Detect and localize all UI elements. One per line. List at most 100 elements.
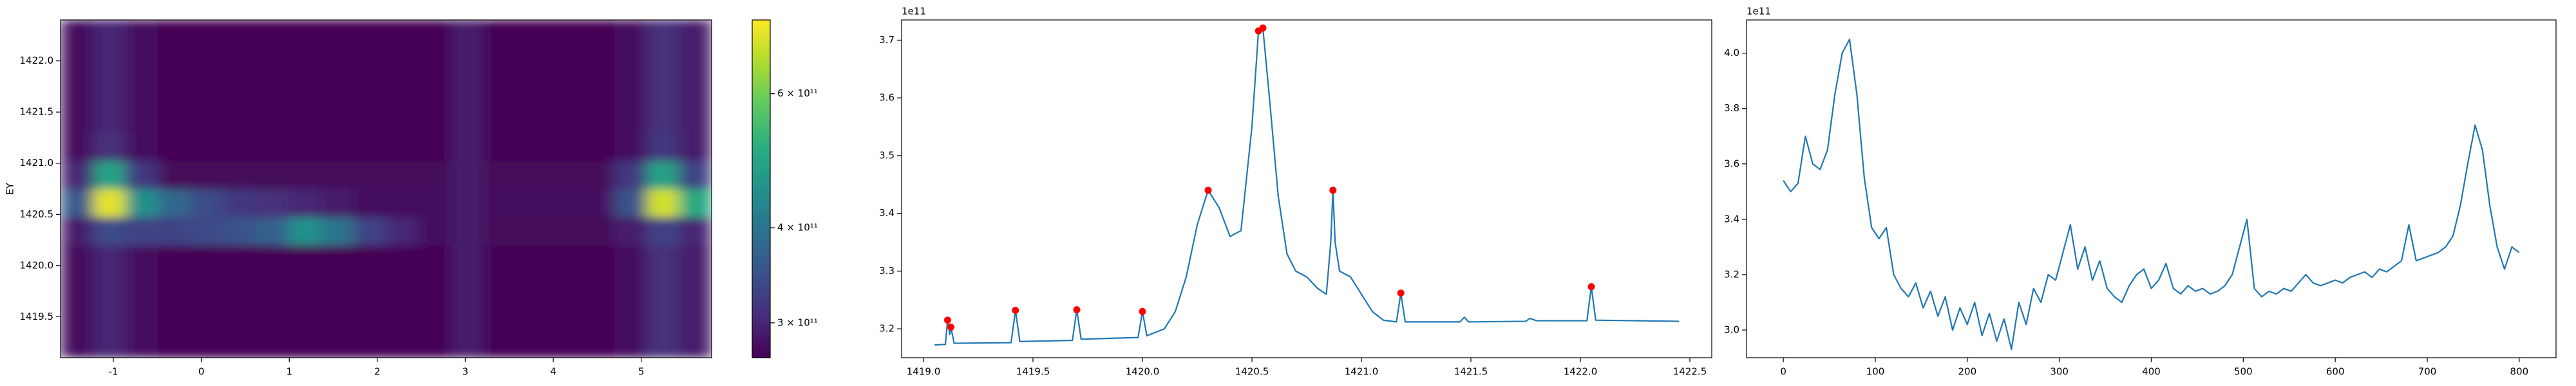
heatmap-cell <box>353 76 386 105</box>
colorbar-segment <box>752 299 770 302</box>
heatmap-cell <box>679 188 712 217</box>
y-tick-label: 1420.0 <box>20 259 54 271</box>
colorbar-segment <box>752 329 770 333</box>
colorbar-segment <box>752 203 770 207</box>
heatmap-cell <box>484 329 517 358</box>
heatmap-cell <box>451 76 484 105</box>
heatmap-cell <box>549 273 582 302</box>
heatmap-cell <box>353 20 386 49</box>
heatmap-cell <box>256 160 289 189</box>
x-tick-label: 5 <box>638 366 645 378</box>
colorbar-segment <box>752 318 770 322</box>
heatmap-cell <box>484 273 517 302</box>
heatmap-cell <box>256 133 289 161</box>
x-tick-label: 500 <box>2234 366 2253 378</box>
heatmap-cell <box>419 273 452 302</box>
heatmap-cell <box>451 188 484 217</box>
colorbar-segment <box>752 174 770 178</box>
heatmap-cell <box>126 188 159 217</box>
heatmap-cell <box>191 329 224 358</box>
heatmap-cell <box>158 329 191 358</box>
heatmap-cell <box>288 104 321 133</box>
heatmap-cell <box>321 48 354 77</box>
heatmap-cell <box>93 245 126 274</box>
peak-marker <box>1073 306 1081 314</box>
colorbar-segment <box>752 268 770 271</box>
peak-marker <box>1204 187 1212 194</box>
colorbar-segment <box>752 228 770 232</box>
heatmap-cell <box>614 245 647 274</box>
heatmap-cell <box>646 160 679 189</box>
colorbar-segment <box>752 107 770 111</box>
x-tick-label: 100 <box>1866 366 1885 378</box>
colorbar-segment <box>752 239 770 243</box>
heatmap-cell <box>549 329 582 358</box>
heatmap-cell <box>256 301 289 330</box>
heatmap-cell <box>549 133 582 161</box>
colorbar-segment <box>752 346 770 350</box>
colorbar-segment <box>752 101 770 105</box>
colorbar-segment <box>752 290 770 293</box>
heatmap-cell <box>614 329 647 358</box>
heatmap-cell <box>353 160 386 189</box>
y-tick-label: 3.3 <box>879 265 895 277</box>
heatmap-cell <box>321 217 354 246</box>
heatmap-cell <box>223 48 256 77</box>
heatmap-cell <box>516 273 549 302</box>
heatmap-cell <box>646 329 679 358</box>
heatmap-cell <box>386 188 419 217</box>
heatmap-cell <box>419 104 452 133</box>
colorbar-segment <box>752 276 770 280</box>
heatmap-cell <box>646 273 679 302</box>
heatmap-cell <box>126 329 159 358</box>
heatmap-cell <box>386 104 419 133</box>
heatmap-cell <box>419 48 452 77</box>
heatmap-cell <box>288 245 321 274</box>
colorbar-segment <box>752 172 770 176</box>
heatmap-cell <box>419 217 452 246</box>
colorbar-tick-label: 4 × 10¹¹ <box>777 222 818 234</box>
y-tick-label: 4.0 <box>1724 47 1739 59</box>
y-tick-label: 1420.5 <box>20 208 54 220</box>
axis-offset-text: 1e11 <box>902 6 926 17</box>
colorbar-segment <box>752 121 770 125</box>
colorbar-segment <box>752 217 770 221</box>
colorbar-segment <box>752 188 770 192</box>
x-tick-label: -1 <box>108 366 118 378</box>
heatmap-cell <box>93 160 126 189</box>
colorbar-segment <box>752 152 770 156</box>
heatmap-cell <box>614 301 647 330</box>
colorbar-segment <box>752 33 770 37</box>
heatmap-cell <box>419 76 452 105</box>
heatmap-cell <box>451 48 484 77</box>
heatmap-cell <box>288 160 321 189</box>
y-tick-label: 3.2 <box>1724 268 1739 280</box>
heatmap-cell <box>158 301 191 330</box>
heatmap-cell <box>581 329 614 358</box>
colorbar-tick-label: 6 × 10¹¹ <box>777 87 818 99</box>
heatmap-cell <box>516 245 549 274</box>
colorbar-segment <box>752 169 770 172</box>
colorbar-segment <box>752 219 770 223</box>
peak-marker <box>1012 306 1019 314</box>
axes-frame <box>60 19 712 358</box>
heatmap-cell <box>191 76 224 105</box>
heatmap-cell <box>321 76 354 105</box>
heatmap-cell <box>61 217 94 246</box>
heatmap-cell <box>126 76 159 105</box>
colorbar-segment <box>752 273 770 277</box>
heatmap-cell <box>646 20 679 49</box>
heatmap-clip <box>61 20 712 358</box>
heatmap-cell <box>93 273 126 302</box>
heatmap-cell <box>646 104 679 133</box>
heatmap-cell <box>93 76 126 105</box>
x-tick-label: 1420.0 <box>1126 366 1160 378</box>
heatmap-cell <box>679 245 712 274</box>
colorbar-segment <box>752 76 770 80</box>
heatmap-cell <box>126 273 159 302</box>
heatmap-cell <box>353 133 386 161</box>
colorbar-segment <box>752 324 770 327</box>
y-tick-label: 1421.5 <box>20 106 54 118</box>
colorbar-segment <box>752 259 770 262</box>
peak-marker <box>1259 24 1267 32</box>
